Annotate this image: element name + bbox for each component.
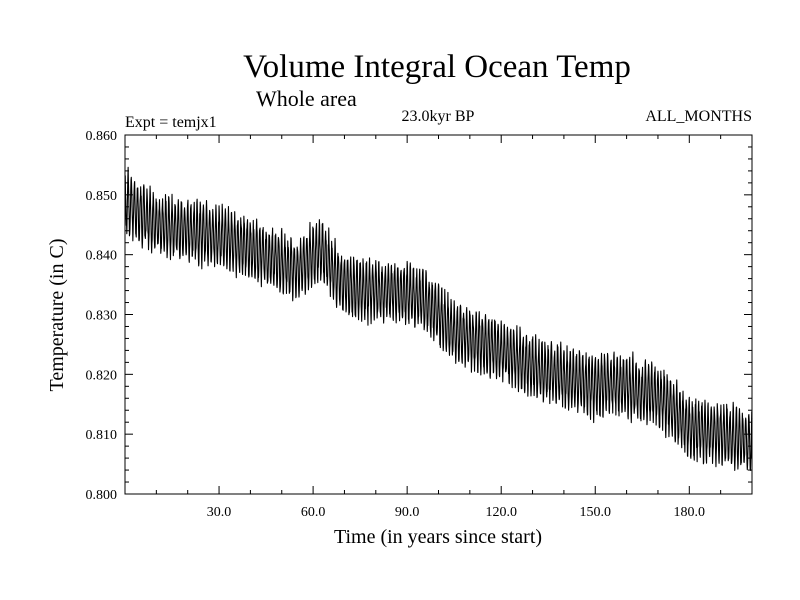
x-tick-label: 150.0: [580, 505, 612, 520]
chart-subtitle: Whole area: [256, 86, 357, 111]
x-tick-label: 120.0: [485, 505, 517, 520]
x-tick-label: 30.0: [207, 505, 232, 520]
x-tick-label: 90.0: [395, 505, 420, 520]
period-label: 23.0kyr BP: [402, 108, 475, 125]
y-axis-label: Temperature (in C): [46, 239, 68, 392]
x-tick-label: 180.0: [674, 505, 706, 520]
tick-layer: 30.0 60.0 90.0 120.0 150.0 180.0 0.800 0.810 0.8…: [86, 129, 752, 520]
y-tick-label: 0.830: [86, 309, 118, 324]
y-tick-label: 0.860: [86, 129, 118, 144]
months-label: ALL_MONTHS: [645, 108, 752, 125]
series-layer: [124, 166, 753, 471]
plot-frame: [124, 134, 753, 495]
y-tick-label: 0.820: [86, 368, 118, 383]
x-axis-label: Time (in years since start): [334, 526, 542, 548]
y-tick-label: 0.800: [86, 488, 118, 503]
y-tick-label: 0.840: [86, 249, 118, 264]
chart-title: Volume Integral Ocean Temp: [243, 49, 631, 85]
y-tick-label: 0.850: [86, 189, 118, 204]
x-tick-label: 60.0: [301, 505, 326, 520]
y-tick-label: 0.810: [86, 428, 118, 443]
series-line-temperature: [124, 166, 753, 471]
experiment-label: Expt = temjx1: [125, 114, 217, 131]
